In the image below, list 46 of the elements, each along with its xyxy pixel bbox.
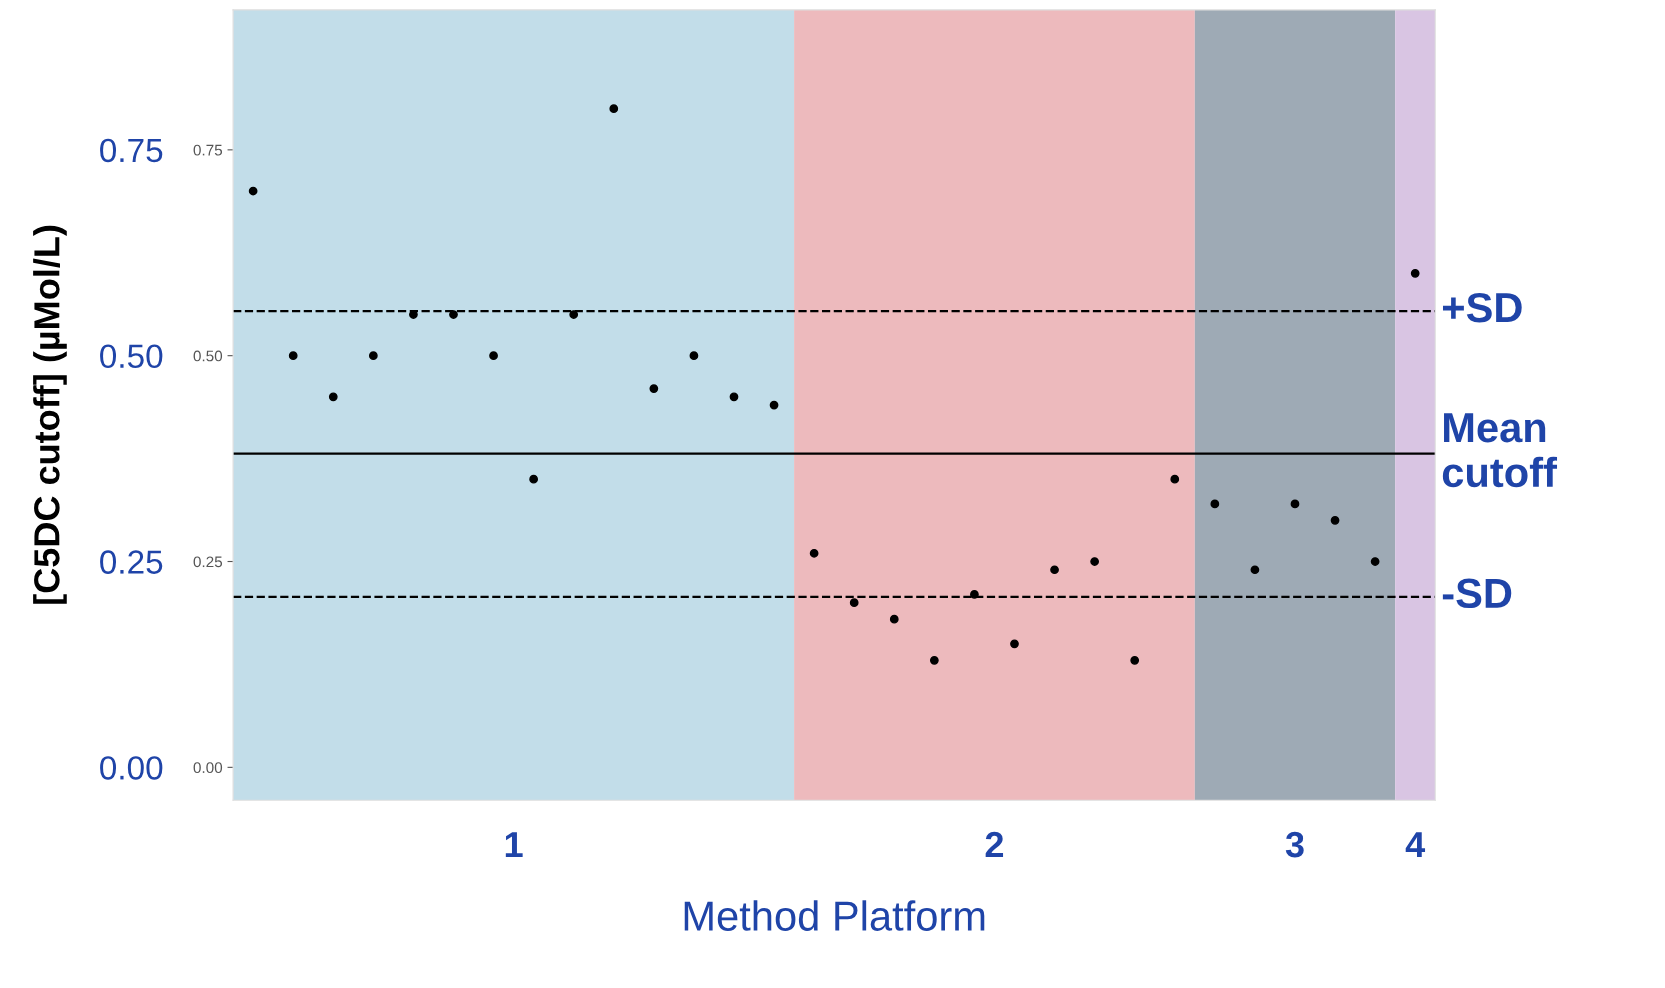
y-tick-label: 0.25 (100, 550, 163, 574)
point (368, 351, 378, 361)
text: 0.75 (193, 144, 223, 156)
point (328, 392, 338, 402)
point (288, 351, 298, 361)
point (569, 310, 579, 319)
x-axis-title: Method Platform (684, 900, 985, 931)
text: 0.50 (193, 350, 223, 362)
text: 1 (505, 832, 523, 858)
point (449, 310, 458, 319)
y-axis-title: [C5DC cutoff] (µMol/L) (33, 225, 67, 604)
text: 2 (985, 831, 1004, 858)
point (729, 392, 739, 402)
point (1410, 268, 1420, 278)
text: 3 (1285, 831, 1304, 858)
point (1050, 565, 1059, 575)
text: 4 (1405, 832, 1426, 858)
y-tick-label: 0.75 (100, 138, 163, 163)
text: 0.25 (193, 556, 223, 568)
point (1250, 565, 1260, 575)
y-tick-label: 0.00 (100, 756, 163, 780)
point (769, 400, 779, 410)
point (1130, 655, 1140, 665)
point (529, 474, 539, 484)
point (489, 351, 498, 361)
ref-line-label: Mean cutoff (1442, 413, 1558, 488)
point (649, 384, 659, 393)
point (889, 614, 899, 624)
ref-line-label: -SD (1442, 578, 1512, 609)
point (929, 655, 939, 665)
point (609, 104, 619, 114)
text: 0.00 (193, 762, 223, 774)
point (1010, 639, 1019, 649)
ref-line-label: +SD (1442, 292, 1522, 323)
point (1290, 499, 1300, 509)
point (849, 598, 859, 608)
point (1170, 474, 1180, 484)
point (1370, 557, 1380, 566)
point (1210, 499, 1220, 509)
point (248, 186, 258, 196)
point (970, 590, 979, 599)
y-tick-label: 0.50 (100, 344, 163, 369)
point (1330, 515, 1340, 525)
point (1090, 557, 1099, 566)
point (809, 548, 819, 558)
point (689, 351, 699, 361)
